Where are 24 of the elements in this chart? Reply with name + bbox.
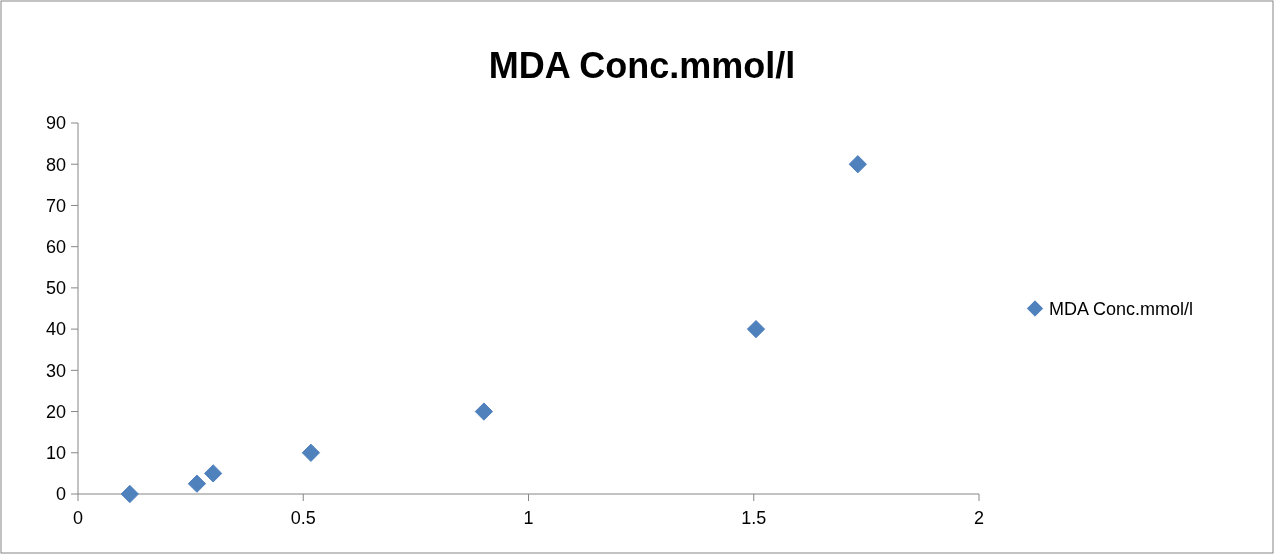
x-tick-label: 2 <box>973 508 985 528</box>
legend-label: MDA Conc.mmol/l <box>1049 298 1194 319</box>
y-tick-label: 20 <box>45 401 66 422</box>
point <box>746 319 766 339</box>
y-tick-label: 70 <box>45 195 66 216</box>
y-tick-label: 80 <box>45 154 66 175</box>
point <box>204 464 223 483</box>
y-tick-label: 0 <box>55 484 66 505</box>
point <box>301 443 321 462</box>
point <box>120 484 139 504</box>
x-tick-label: 0.5 <box>290 508 316 528</box>
y-tick-label: 90 <box>45 113 66 134</box>
x-tick-label: 1 <box>523 508 534 528</box>
y-tick-label: 50 <box>45 278 66 299</box>
x-tick-label: 0 <box>72 508 84 528</box>
point <box>187 474 207 493</box>
point <box>474 402 494 421</box>
y-tick-label: 60 <box>45 236 66 257</box>
y-tick-label: 40 <box>45 319 66 340</box>
y-tick-label: 10 <box>45 443 66 464</box>
chart-title: MDA Conc.mmol/l <box>488 45 796 86</box>
x-tick-label: 1.5 <box>741 508 767 528</box>
point <box>848 155 867 174</box>
y-tick-label: 30 <box>45 360 66 381</box>
